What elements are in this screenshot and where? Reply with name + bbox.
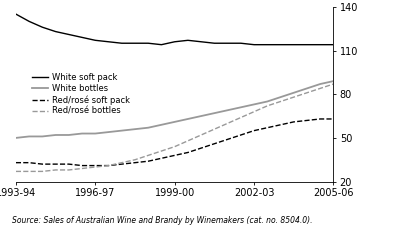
- Text: Source: Sales of Australian Wine and Brandy by Winemakers (cat. no. 8504.0).: Source: Sales of Australian Wine and Bra…: [12, 216, 312, 225]
- Y-axis label: million L: million L: [372, 0, 397, 2]
- Legend: White soft pack, White bottles, Red/rosé soft pack, Red/rosé bottles: White soft pack, White bottles, Red/rosé…: [32, 73, 130, 116]
